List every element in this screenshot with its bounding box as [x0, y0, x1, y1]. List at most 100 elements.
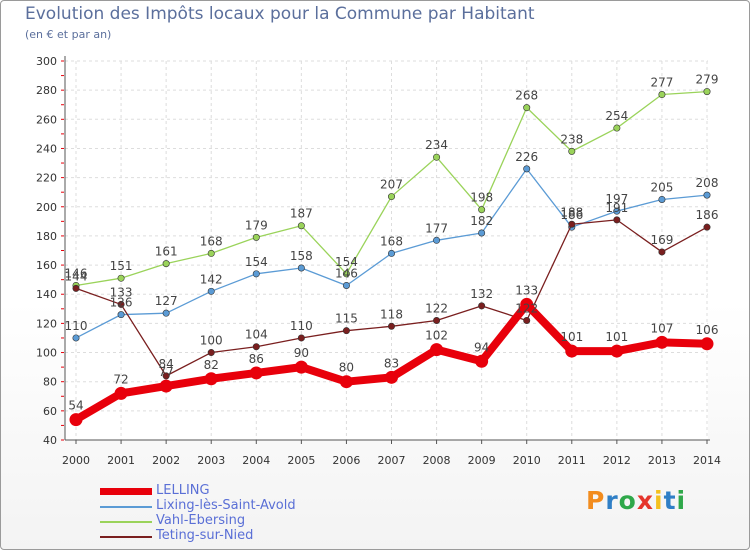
- x-tick-label: 2014: [693, 454, 721, 467]
- data-label-teting-sur-nied: 122: [425, 301, 448, 315]
- data-point-lixing-l-s-saint-avold: [433, 236, 441, 244]
- x-tick-label: 2008: [423, 454, 451, 467]
- x-tick-label: 2011: [558, 454, 586, 467]
- logo-letter: i: [676, 486, 687, 515]
- data-label-lelling: 106: [696, 323, 719, 337]
- data-label-lelling: 54: [68, 399, 83, 413]
- data-point-teting-sur-nied: [342, 327, 350, 335]
- x-tick-label: 2013: [648, 454, 676, 467]
- data-point-lelling: [565, 344, 579, 358]
- data-point-lelling: [610, 344, 624, 358]
- data-label-lixing-l-s-saint-avold: 205: [650, 180, 673, 194]
- x-tick-label: 2003: [197, 454, 225, 467]
- chart-subtitle: (en € et par an): [25, 28, 112, 41]
- data-point-vahl-ebersing: [252, 233, 260, 241]
- data-point-lelling: [159, 379, 173, 393]
- data-label-teting-sur-nied: 104: [245, 328, 268, 342]
- data-point-teting-sur-nied: [297, 334, 305, 342]
- data-label-lelling: 86: [249, 352, 264, 366]
- y-tick-label: 140: [36, 288, 57, 301]
- legend-label-teting: Teting-sur-Nied: [156, 528, 254, 543]
- data-label-lelling: 102: [425, 329, 448, 343]
- logo-letter: x: [636, 486, 654, 515]
- data-point-lixing-l-s-saint-avold: [252, 270, 260, 278]
- data-point-lixing-l-s-saint-avold: [117, 311, 125, 319]
- x-tick-label: 2001: [107, 454, 135, 467]
- data-point-lelling: [69, 413, 83, 427]
- data-point-lixing-l-s-saint-avold: [478, 229, 486, 237]
- data-label-teting-sur-nied: 122: [515, 301, 538, 315]
- data-point-lelling: [204, 372, 218, 386]
- x-tick-label: 2009: [468, 454, 496, 467]
- legend-swatch-lelling: [100, 488, 152, 495]
- data-point-lelling: [339, 375, 353, 389]
- legend-item-lelling: LELLING: [100, 483, 400, 499]
- legend-item-vahl: Vahl-Ebersing: [100, 513, 400, 529]
- data-point-lelling: [700, 337, 714, 351]
- y-tick-label: 120: [36, 317, 57, 330]
- logo-letter: i: [654, 486, 664, 515]
- y-tick-label: 160: [36, 259, 57, 272]
- data-point-teting-sur-nied: [387, 322, 395, 330]
- data-point-teting-sur-nied: [523, 316, 531, 324]
- data-point-lelling: [520, 297, 534, 311]
- data-point-lelling: [294, 360, 308, 374]
- proxiti-logo: Proxiti: [586, 486, 686, 515]
- data-label-lixing-l-s-saint-avold: 177: [425, 221, 448, 235]
- legend-item-lixing: Lixing-lès-Saint-Avold: [100, 498, 400, 514]
- legend-swatch-lixing: [100, 506, 152, 508]
- y-tick-label: 80: [43, 376, 57, 389]
- data-point-lixing-l-s-saint-avold: [613, 207, 621, 215]
- data-label-lixing-l-s-saint-avold: 226: [515, 150, 538, 164]
- x-tick-label: 2005: [287, 454, 315, 467]
- data-label-lelling: 107: [650, 321, 673, 335]
- data-point-lelling: [475, 354, 489, 368]
- x-tick-label: 2012: [603, 454, 631, 467]
- data-point-teting-sur-nied: [703, 223, 711, 231]
- x-tick-label: 2010: [513, 454, 541, 467]
- data-point-vahl-ebersing: [387, 193, 395, 201]
- data-point-vahl-ebersing: [568, 147, 576, 155]
- data-point-lelling: [385, 370, 398, 384]
- data-point-teting-sur-nied: [478, 302, 486, 310]
- data-point-lelling: [430, 343, 444, 357]
- data-point-lixing-l-s-saint-avold: [658, 195, 666, 203]
- data-label-teting-sur-nied: 100: [200, 334, 223, 348]
- data-point-lixing-l-s-saint-avold: [207, 287, 215, 295]
- data-label-lixing-l-s-saint-avold: 186: [560, 208, 583, 222]
- data-label-vahl-ebersing: 238: [560, 132, 583, 146]
- legend-swatch-teting: [100, 536, 152, 538]
- data-point-vahl-ebersing: [433, 153, 441, 161]
- y-tick-label: 260: [36, 113, 57, 126]
- data-label-teting-sur-nied: 144: [65, 269, 88, 283]
- data-label-vahl-ebersing: 234: [425, 138, 448, 152]
- data-label-vahl-ebersing: 154: [335, 255, 358, 269]
- data-point-teting-sur-nied: [72, 284, 80, 292]
- data-label-lelling: 77: [159, 365, 174, 379]
- data-label-lelling: 133: [515, 283, 538, 297]
- data-label-lixing-l-s-saint-avold: 168: [380, 234, 403, 248]
- x-tick-label: 2006: [332, 454, 360, 467]
- data-point-lixing-l-s-saint-avold: [387, 249, 395, 257]
- logo-letter: o: [618, 486, 637, 515]
- data-point-teting-sur-nied: [613, 216, 621, 224]
- data-label-vahl-ebersing: 179: [245, 218, 268, 232]
- logo-letter: P: [586, 486, 606, 515]
- data-point-teting-sur-nied: [162, 372, 170, 380]
- data-label-vahl-ebersing: 151: [110, 259, 133, 273]
- y-tick-label: 220: [36, 172, 57, 185]
- data-label-lelling: 94: [474, 340, 489, 354]
- data-point-teting-sur-nied: [252, 343, 260, 351]
- data-point-lixing-l-s-saint-avold: [72, 334, 80, 342]
- data-label-teting-sur-nied: 186: [696, 208, 719, 222]
- data-point-vahl-ebersing: [162, 260, 170, 268]
- data-label-vahl-ebersing: 207: [380, 178, 403, 192]
- legend-item-teting: Teting-sur-Nied: [100, 528, 400, 544]
- data-label-lixing-l-s-saint-avold: 197: [605, 192, 628, 206]
- data-label-teting-sur-nied: 188: [560, 205, 583, 219]
- data-label-vahl-ebersing: 254: [605, 109, 628, 123]
- data-label-teting-sur-nied: 115: [335, 312, 358, 326]
- data-label-lixing-l-s-saint-avold: 127: [155, 294, 178, 308]
- data-point-lelling: [249, 366, 263, 380]
- data-label-vahl-ebersing: 146: [65, 266, 88, 280]
